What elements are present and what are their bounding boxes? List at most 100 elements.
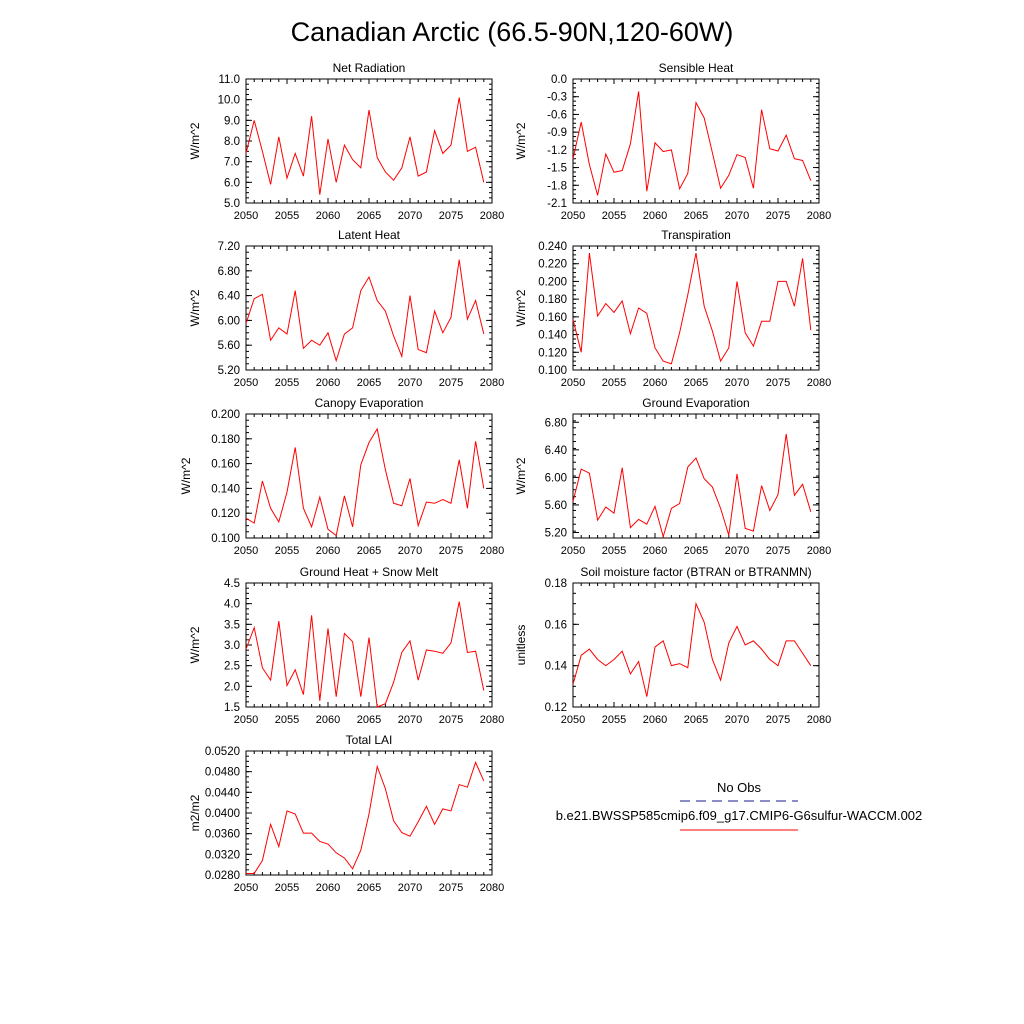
x-tick-label: 2050 <box>561 714 585 726</box>
x-tick-label: 2075 <box>766 210 790 222</box>
x-tick-label: 2050 <box>561 210 585 222</box>
panel-6: Ground Heat + Snow Melt 2050 2055 2060 2065 2… <box>188 565 504 726</box>
y-tick-label: 6.40 <box>545 445 567 457</box>
y-tick-label: 0.0520 <box>205 746 240 758</box>
x-tick-label: 2055 <box>602 377 626 389</box>
panel-8: Total LAI 2050 2055 2060 2065 2070 2075 2080 0.0… <box>188 733 504 894</box>
y-tick-label: 0.240 <box>538 241 567 253</box>
y-axis-label: W/m^2 <box>188 289 202 326</box>
x-tick-label: 2070 <box>398 210 422 222</box>
plot-frame <box>572 78 820 204</box>
y-axis-label: W/m^2 <box>179 457 193 494</box>
x-tick-label: 2050 <box>234 882 258 894</box>
y-axis-label: m2/m2 <box>188 794 202 831</box>
y-tick-label: 4.0 <box>224 599 240 611</box>
y-tick-label: 0.100 <box>538 365 567 377</box>
x-tick-label: 2075 <box>439 714 463 726</box>
x-tick-label: 2050 <box>234 377 258 389</box>
panel-title: Latent Heat <box>338 228 401 242</box>
panel-4: Canopy Evaporation 2050 2055 2060 2065 2070 20… <box>179 396 504 557</box>
y-tick-label: 0.0400 <box>205 808 240 820</box>
x-tick-label: 2065 <box>357 377 381 389</box>
y-tick-label: 0.160 <box>211 459 240 471</box>
x-tick-label: 2065 <box>357 714 381 726</box>
x-tick-label: 2050 <box>561 377 585 389</box>
y-tick-label: 0.14 <box>545 661 568 673</box>
x-tick-label: 2070 <box>725 714 749 726</box>
x-tick-label: 2075 <box>439 545 463 557</box>
y-tick-label: 10.0 <box>218 95 240 107</box>
panel-title: Ground Evaporation <box>642 396 749 410</box>
x-tick-label: 2055 <box>602 714 626 726</box>
y-tick-label: 6.0 <box>224 177 240 189</box>
y-tick-label: 7.0 <box>224 157 240 169</box>
plot-frame <box>572 413 820 539</box>
y-tick-label: 0.0360 <box>205 829 240 841</box>
y-tick-label: 5.0 <box>224 198 240 210</box>
y-tick-label: -1.5 <box>547 163 567 175</box>
x-tick-label: 2080 <box>807 714 831 726</box>
y-axis-label: W/m^2 <box>514 122 528 159</box>
y-tick-label: 11.0 <box>218 74 240 86</box>
y-tick-label: 0.120 <box>538 347 567 359</box>
y-tick-label: 4.5 <box>224 578 240 590</box>
panel-title: Total LAI <box>346 733 393 747</box>
y-tick-label: 1.5 <box>224 702 240 714</box>
y-tick-label: 6.40 <box>218 291 240 303</box>
x-tick-label: 2060 <box>316 377 340 389</box>
y-tick-label: 8.0 <box>224 136 240 148</box>
x-tick-label: 2065 <box>357 210 381 222</box>
y-tick-label: 5.20 <box>218 365 240 377</box>
panel-title: Soil moisture factor (BTRAN or BTRANMN) <box>580 565 811 579</box>
x-tick-label: 2075 <box>439 882 463 894</box>
x-tick-label: 2050 <box>234 210 258 222</box>
x-tick-label: 2060 <box>643 210 667 222</box>
x-tick-label: 2075 <box>766 714 790 726</box>
panels-group: Net Radiation 2050 2055 2060 2065 2070 2075 208… <box>179 61 831 894</box>
y-tick-label: 0.16 <box>545 619 567 631</box>
y-tick-label: 0.140 <box>538 330 567 342</box>
x-tick-label: 2055 <box>275 545 299 557</box>
y-tick-label: 5.20 <box>545 527 567 539</box>
panel-title: Ground Heat + Snow Melt <box>300 565 439 579</box>
y-tick-label: 0.12 <box>545 702 567 714</box>
y-tick-label: 6.80 <box>218 266 240 278</box>
y-tick-label: 2.0 <box>224 681 240 693</box>
series-line-0 <box>572 433 812 539</box>
y-axis-label: unitless <box>514 625 528 666</box>
x-tick-label: 2070 <box>398 882 422 894</box>
panel-5: Ground Evaporation 2050 2055 2060 2065 2070 20… <box>514 396 831 557</box>
y-tick-label: 0.100 <box>211 533 240 545</box>
y-tick-label: 0.120 <box>211 508 240 520</box>
x-tick-label: 2060 <box>316 545 340 557</box>
x-tick-label: 2070 <box>725 545 749 557</box>
y-tick-label: 0.0320 <box>205 849 240 861</box>
x-tick-label: 2055 <box>602 545 626 557</box>
x-tick-label: 2060 <box>643 377 667 389</box>
x-tick-label: 2080 <box>807 210 831 222</box>
y-axis-label: W/m^2 <box>514 457 528 494</box>
y-tick-label: 0.180 <box>538 294 567 306</box>
x-tick-label: 2080 <box>480 210 504 222</box>
x-tick-label: 2070 <box>725 210 749 222</box>
y-tick-label: -0.9 <box>547 127 567 139</box>
x-tick-label: 2080 <box>480 545 504 557</box>
y-tick-label: 0.160 <box>538 312 567 324</box>
y-tick-label: 5.60 <box>218 340 240 352</box>
y-tick-label: 0.0480 <box>205 767 240 779</box>
x-tick-label: 2080 <box>480 882 504 894</box>
x-tick-label: 2065 <box>684 545 708 557</box>
y-tick-label: 0.220 <box>538 259 567 271</box>
x-tick-label: 2080 <box>807 545 831 557</box>
x-tick-label: 2080 <box>480 377 504 389</box>
plot-frame <box>245 582 493 708</box>
y-tick-label: 3.0 <box>224 640 240 652</box>
legend-model-label: b.e21.BWSSP585cmip6.f09_g17.CMIP6-G6sulf… <box>556 808 923 823</box>
legend: No Obs b.e21.BWSSP585cmip6.f09_g17.CMIP6… <box>556 780 923 831</box>
y-tick-label: 5.60 <box>545 500 567 512</box>
x-tick-label: 2075 <box>766 377 790 389</box>
figure-title: Canadian Arctic (66.5-90N,120-60W) <box>291 17 734 47</box>
panel-title: Net Radiation <box>333 61 406 75</box>
x-tick-label: 2060 <box>316 882 340 894</box>
